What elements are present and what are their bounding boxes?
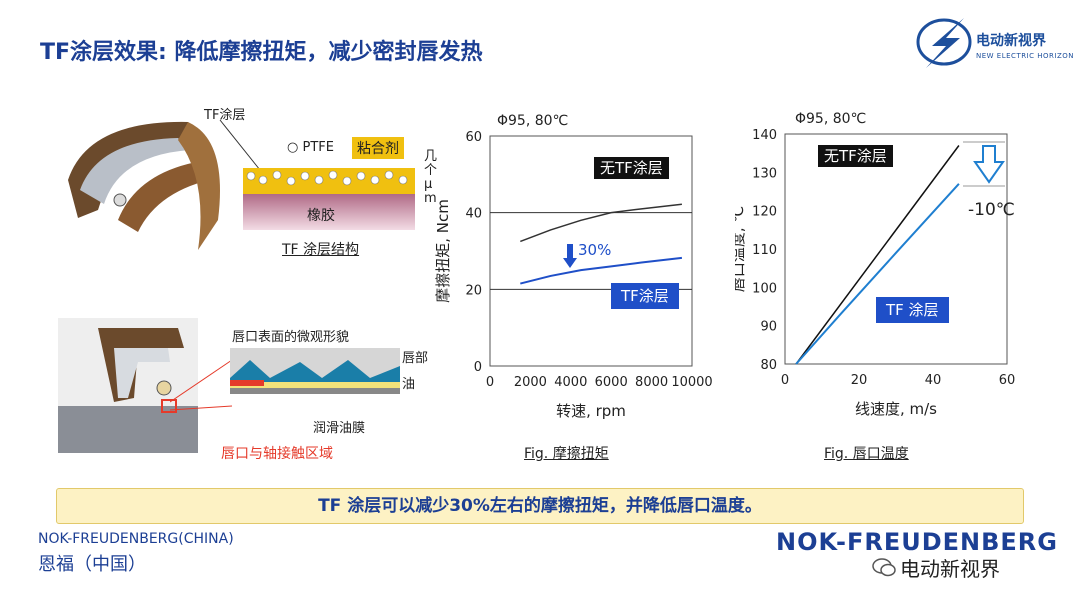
logo-text: 电动新视界 <box>976 33 1046 49</box>
chart2-plot-frame <box>784 133 1008 365</box>
chart2-x-axis-label: 线速度, m/s <box>855 400 937 418</box>
chart2-x-tick-1: 20 <box>851 373 868 388</box>
chart2-x-tick-2: 40 <box>925 373 942 388</box>
summary-banner: TF 涂层可以减少30%左右的摩擦扭矩，并降低唇口温度。 <box>56 488 1024 524</box>
chart1-annotation: 30% <box>578 241 612 259</box>
chart1-series-line-1 <box>520 256 683 285</box>
chart1-plot-frame <box>489 135 693 367</box>
lip-zoom-detail <box>230 348 400 394</box>
chart1-caption: Fig. 摩擦扭矩 <box>524 443 609 463</box>
chart2-annotation: -10℃ <box>968 200 1015 220</box>
lip-label: 唇部 <box>402 351 429 366</box>
tf-coating-label: TF涂层 <box>204 108 246 123</box>
chart1-y-tick-0: 0 <box>474 360 482 375</box>
chart2-legend-coating: TF 涂层 <box>876 297 949 323</box>
chart2-y-tick-6: 140 <box>752 128 777 143</box>
chart1-x-tick-3: 6000 <box>595 375 628 390</box>
chart2-y-tick-4: 120 <box>752 205 777 220</box>
ptfe-label: ○ PTFE <box>287 140 334 155</box>
page-title: TF涂层效果: 降低摩擦扭矩，减少密封唇发热 <box>40 40 483 65</box>
chart1-y-axis-label: 摩擦扭矩, Ncm <box>434 199 452 303</box>
chart2-y-axis-label: 唇口温度, ℃ <box>735 206 747 292</box>
logo-subtitle: NEW ELECTRIC HORIZON <box>976 52 1074 60</box>
chart2-reduction-arrow <box>973 145 1005 184</box>
logo-icon <box>916 18 972 68</box>
chart2-y-tick-5: 130 <box>752 166 777 181</box>
chart1-legend-no-coating-text: 无TF涂层 <box>594 157 669 179</box>
chart1-series-line-0 <box>520 203 682 243</box>
contact-area-label: 唇口与轴接触区域 <box>221 446 333 462</box>
footer-company-cn: 恩福（中国） <box>38 554 146 575</box>
chart1-y-tick-2: 40 <box>465 207 482 222</box>
chart1-title: Φ95, 80℃ <box>497 113 569 129</box>
friction-torque-chart: 0 2000 4000 6000 8000 10000 0 20 40 60 转速, rpm 摩擦扭矩… <box>434 130 713 420</box>
lip-temperature-chart: 0 20 40 60 80 90 100 110 120 130 140 线速度, m/s 唇口温度, … <box>735 128 1016 418</box>
chart1-y-tick-3: 60 <box>465 130 482 145</box>
structure-caption: TF 涂层结构 <box>282 242 360 258</box>
chart1-x-tick-1: 2000 <box>514 375 547 390</box>
chart2-y-tick-2: 100 <box>752 281 777 296</box>
zoom-lines <box>170 359 233 411</box>
coating-structure <box>243 168 415 230</box>
adhesive-label: 粘合剂 <box>352 137 404 159</box>
chart1-x-tick-2: 4000 <box>554 375 587 390</box>
chart1-x-tick-5: 10000 <box>671 375 712 390</box>
chart2-series-line-0 <box>795 145 960 365</box>
wechat-icon <box>872 558 896 577</box>
chart2-y-tick-1: 90 <box>760 320 777 335</box>
chart1-caption-text: Fig. 摩擦扭矩 <box>524 446 609 462</box>
seal-illustration <box>68 121 220 250</box>
micro-shape-label: 唇口表面的微观形貌 <box>232 330 350 345</box>
watermark-text: 电动新视界 <box>900 557 1000 581</box>
oil-label: 油 <box>402 377 416 392</box>
chart2-caption: Fig. 唇口温度 <box>824 443 909 463</box>
chart2-y-tick-0: 80 <box>760 358 777 373</box>
chart1-y-tick-1: 20 <box>465 283 482 298</box>
chart1-x-axis-label: 转速, rpm <box>556 402 626 420</box>
chart2-caption-text: Fig. 唇口温度 <box>824 446 909 462</box>
footer-company-en: NOK-FREUDENBERG(CHINA) <box>38 531 234 547</box>
rubber-label: 橡胶 <box>307 208 335 224</box>
chart2-x-tick-3: 60 <box>999 373 1016 388</box>
chart2-series-line-1 <box>795 183 960 365</box>
chart2-legend-coating-text: TF 涂层 <box>876 297 949 323</box>
oil-film-label: 润滑油膜 <box>313 421 366 436</box>
brand-logo-text: NOK-FREUDENBERG <box>776 528 1058 556</box>
thickness-label: 几个μm <box>424 149 438 206</box>
chart1-x-tick-4: 8000 <box>635 375 668 390</box>
chart1-legend-coating-text: TF涂层 <box>611 283 679 309</box>
chart1-reduction-arrow <box>563 244 577 268</box>
chart2-y-tick-3: 110 <box>752 243 777 258</box>
chart2-legend-no-coating-text: 无TF涂层 <box>818 145 893 167</box>
chart2-title: Φ95, 80℃ <box>795 111 867 127</box>
leader-line <box>219 119 261 171</box>
chart1-legend-coating: TF涂层 <box>611 283 679 309</box>
chart1-x-tick-0: 0 <box>486 375 494 390</box>
lip-illustration <box>58 318 198 453</box>
chart2-x-tick-0: 0 <box>781 373 789 388</box>
chart2-legend-no-coating: 无TF涂层 <box>818 145 893 167</box>
chart1-legend-no-coating: 无TF涂层 <box>594 157 669 179</box>
